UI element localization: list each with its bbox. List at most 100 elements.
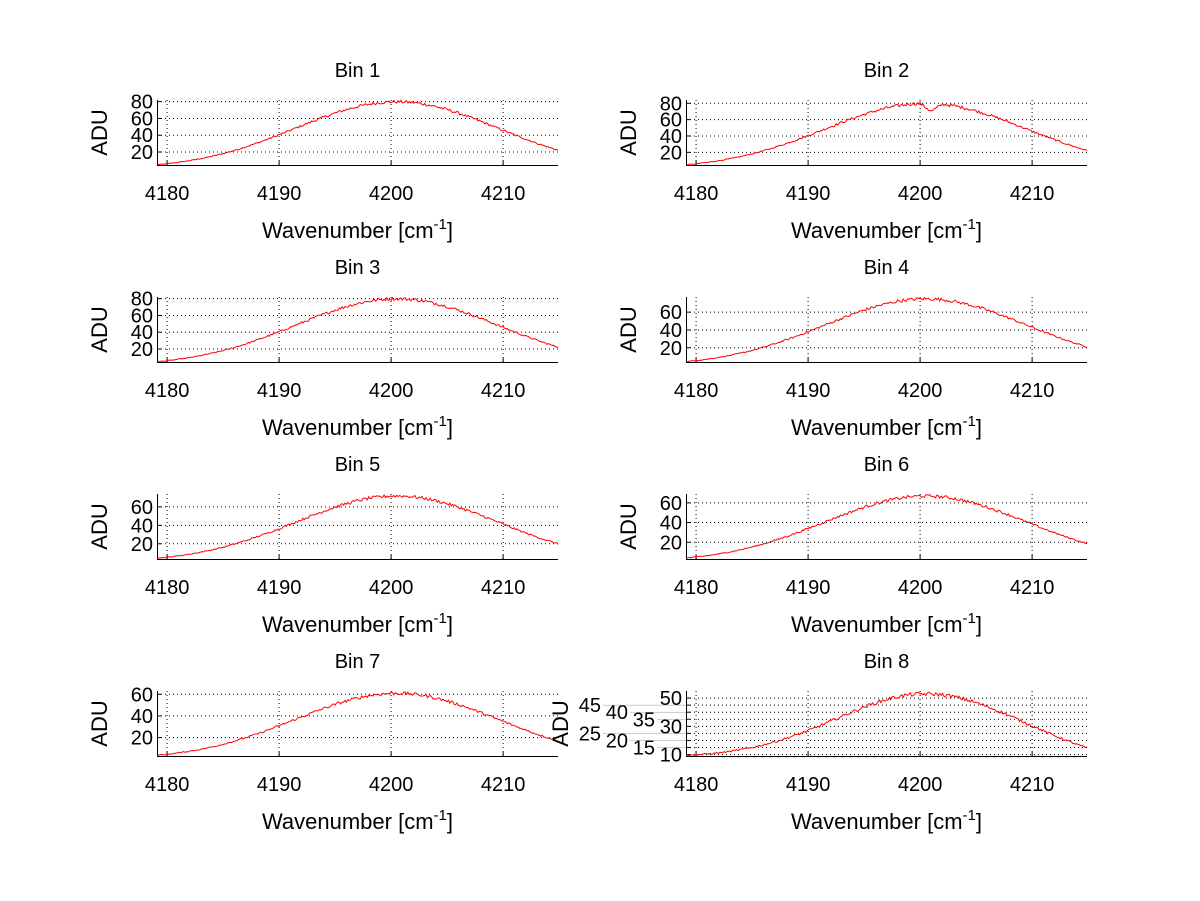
x-tick-label: 4190 <box>257 380 302 402</box>
x-tick-label: 4190 <box>786 380 831 402</box>
x-tick-label: 4200 <box>898 183 943 205</box>
y-axis-label: ADU <box>87 306 112 352</box>
x-axis-label-superscript: -1 <box>434 807 447 824</box>
x-tick-label: 4210 <box>481 577 526 599</box>
x-tick-label: 4210 <box>1010 774 1055 796</box>
y-tick-label: 30 <box>660 716 682 738</box>
y-tick-label: 60 <box>660 493 682 515</box>
y-tick-label: 45 <box>579 695 601 717</box>
y-tick-label: 20 <box>606 730 628 752</box>
y-tick-label: 10 <box>660 745 682 767</box>
x-tick-label: 4200 <box>898 380 943 402</box>
x-axis-label: Wavenumber [cm-1] <box>791 413 982 440</box>
series-line <box>686 493 1088 559</box>
x-axis-label-end: ] <box>976 218 982 243</box>
y-tick-label: 40 <box>131 706 153 728</box>
y-tick-label: 40 <box>660 126 682 148</box>
x-axis-label-superscript: -1 <box>963 610 976 627</box>
subplot-title: Bin 3 <box>335 257 381 279</box>
x-tick-label: 4200 <box>369 183 414 205</box>
subplot-title: Bin 8 <box>864 651 910 673</box>
x-axis-label-superscript: -1 <box>434 216 447 233</box>
x-tick-label: 4200 <box>369 774 414 796</box>
x-tick-label: 4210 <box>481 380 526 402</box>
x-axis-label: Wavenumber [cm-1] <box>262 610 453 637</box>
subplot-title: Bin 6 <box>864 454 910 476</box>
y-tick-label: 35 <box>633 709 655 731</box>
x-axis-label: Wavenumber [cm-1] <box>262 216 453 243</box>
x-tick-label: 4210 <box>1010 183 1055 205</box>
x-axis-label: Wavenumber [cm-1] <box>791 807 982 834</box>
x-axis-label-end: ] <box>447 809 453 834</box>
y-tick-label: 40 <box>131 125 153 147</box>
x-tick-label: 4190 <box>257 577 302 599</box>
series-line <box>157 494 559 559</box>
series-line <box>686 296 1088 363</box>
y-tick-label: 20 <box>660 532 682 554</box>
subplot-title: Bin 2 <box>864 60 910 82</box>
y-tick-label: 60 <box>131 305 153 327</box>
y-axis-label: ADU <box>87 700 112 746</box>
x-tick-label: 4180 <box>674 774 719 796</box>
x-tick-label: 4180 <box>145 577 190 599</box>
y-tick-label: 80 <box>131 289 153 311</box>
x-tick-label: 4180 <box>145 380 190 402</box>
x-axis-label-superscript: -1 <box>963 807 976 824</box>
y-tick-label: 50 <box>660 688 682 710</box>
x-axis-label-main: Wavenumber [cm <box>791 612 963 637</box>
x-tick-label: 4210 <box>481 774 526 796</box>
y-tick-label: 20 <box>131 339 153 361</box>
x-axis-label-superscript: -1 <box>434 610 447 627</box>
y-tick-label: 80 <box>660 93 682 115</box>
x-tick-label: 4180 <box>674 577 719 599</box>
y-tick-label: 20 <box>131 534 153 556</box>
y-axis-label: ADU <box>616 503 641 549</box>
y-tick-label: 40 <box>131 322 153 344</box>
x-tick-label: 4200 <box>898 577 943 599</box>
y-tick-label: 20 <box>660 142 682 164</box>
subplot-title: Bin 5 <box>335 454 381 476</box>
x-tick-label: 4190 <box>257 183 302 205</box>
y-tick-label: 40 <box>606 702 628 724</box>
x-axis-label-superscript: -1 <box>434 413 447 430</box>
y-axis-label: ADU <box>616 306 641 352</box>
x-axis-label: Wavenumber [cm-1] <box>262 807 453 834</box>
x-axis-label-end: ] <box>976 809 982 834</box>
x-axis-label-main: Wavenumber [cm <box>262 415 434 440</box>
subplot-title: Bin 1 <box>335 60 381 82</box>
y-tick-label: 15 <box>633 738 655 760</box>
y-axis-label: ADU <box>87 109 112 155</box>
x-tick-label: 4190 <box>786 774 831 796</box>
x-tick-label: 4210 <box>481 183 526 205</box>
x-tick-label: 4180 <box>674 183 719 205</box>
x-tick-label: 4180 <box>145 774 190 796</box>
x-tick-label: 4190 <box>257 774 302 796</box>
subplot-title: Bin 7 <box>335 651 381 673</box>
x-axis-label-end: ] <box>976 612 982 637</box>
y-tick-label: 20 <box>131 728 153 750</box>
y-tick-label: 40 <box>660 513 682 535</box>
x-tick-label: 4180 <box>674 380 719 402</box>
x-axis-label-end: ] <box>976 415 982 440</box>
x-tick-label: 4180 <box>145 183 190 205</box>
y-axis-label: ADU <box>87 503 112 549</box>
x-axis-label-main: Wavenumber [cm <box>262 809 434 834</box>
y-tick-label: 60 <box>660 110 682 132</box>
y-tick-label: 60 <box>660 302 682 324</box>
x-tick-label: 4190 <box>786 183 831 205</box>
x-axis-label: Wavenumber [cm-1] <box>791 216 982 243</box>
series-line <box>686 691 1088 757</box>
x-axis-label-main: Wavenumber [cm <box>791 218 963 243</box>
x-axis-label-superscript: -1 <box>963 413 976 430</box>
x-axis-label-superscript: -1 <box>963 216 976 233</box>
x-tick-label: 4190 <box>786 577 831 599</box>
y-tick-label: 40 <box>660 320 682 342</box>
x-axis-label: Wavenumber [cm-1] <box>262 413 453 440</box>
